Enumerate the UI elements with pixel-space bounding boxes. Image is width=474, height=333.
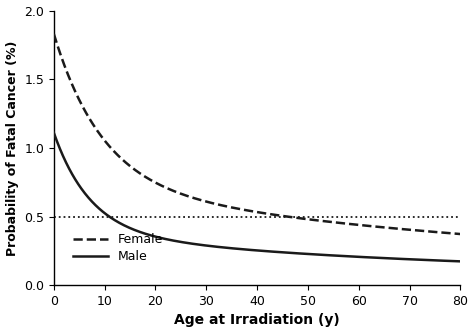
X-axis label: Age at Irradiation (y): Age at Irradiation (y)	[174, 313, 340, 327]
Y-axis label: Probability of Fatal Cancer (%): Probability of Fatal Cancer (%)	[6, 40, 18, 255]
Legend: Female, Male: Female, Male	[68, 228, 169, 268]
